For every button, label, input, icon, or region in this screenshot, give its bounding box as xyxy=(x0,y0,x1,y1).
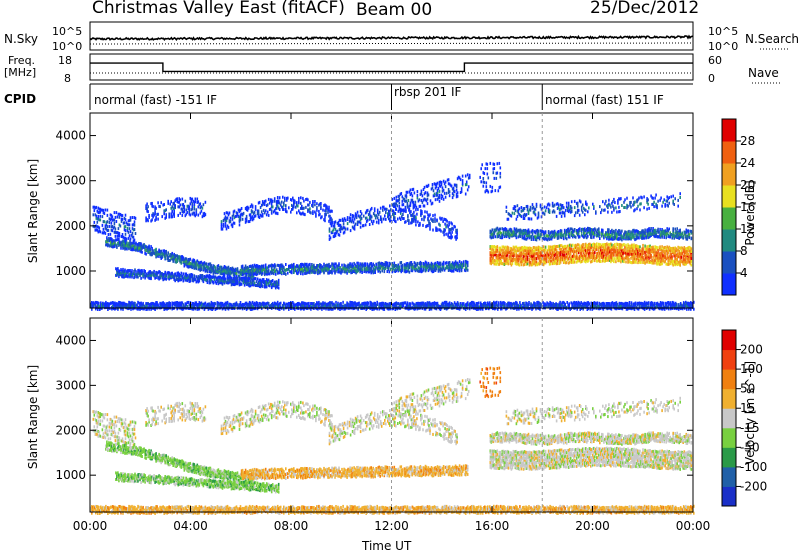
power-colorbar-swatch-0 xyxy=(722,273,736,296)
power-colorbar-tick-label-4: 20 xyxy=(740,178,755,192)
power-scatter-group xyxy=(90,161,695,311)
power-colorbar-swatch-7 xyxy=(722,119,736,142)
power-ytick-label-1000: 1000 xyxy=(55,264,86,278)
velocity-colorbar-swatch-3 xyxy=(722,427,736,448)
power-colorbar-swatch-3 xyxy=(722,207,736,230)
freq-series-line xyxy=(90,62,693,73)
power-colorbar-tick-label-3: 16 xyxy=(740,200,755,214)
velocity-colorbar-tick-label-0: 200 xyxy=(740,343,763,357)
beam-label: Beam 00 xyxy=(356,2,432,19)
velocity-colorbar-tick-label-3: 15 xyxy=(740,401,755,415)
velocity-colorbar-tick-label-7: -200 xyxy=(740,479,767,493)
power-colorbar-swatch-6 xyxy=(722,141,736,164)
velocity-colorbar-tick-label-4: -15 xyxy=(740,421,760,435)
power-colorbar-tick-label-1: 8 xyxy=(740,244,748,258)
x-tick-label-6: 00:00 xyxy=(676,519,711,533)
velocity-ytick-label-4000: 4000 xyxy=(55,333,86,347)
date-label: 25/Dec/2012 xyxy=(590,0,699,17)
power-ytick-label-3000: 3000 xyxy=(55,174,86,188)
freq-tick-bottom: 8 xyxy=(64,73,71,84)
power-colorbar-tick-label-2: 12 xyxy=(740,222,755,236)
power-colorbar-swatch-5 xyxy=(722,163,736,186)
nave-label: Nave xyxy=(748,67,779,79)
power-colorbar-swatch-2 xyxy=(722,229,736,252)
cpid-label: CPID xyxy=(4,93,36,105)
freq-unit-label: [MHz] xyxy=(4,67,36,78)
x-tick-label-5: 20:00 xyxy=(575,519,610,533)
power-colorbar-tick-label-6: 28 xyxy=(740,134,755,148)
nsky-tick-top: 10^5 xyxy=(52,26,82,37)
power-colorbar-swatch-1 xyxy=(722,251,736,274)
velocity-colorbar-swatch-4 xyxy=(722,408,736,429)
nave-tick-top: 60 xyxy=(708,55,722,66)
velocity-colorbar-tick-label-5: -50 xyxy=(740,440,760,454)
power-ytick-label-2000: 2000 xyxy=(55,219,86,233)
velocity-colorbar-swatch-2 xyxy=(722,447,736,468)
x-tick-label-2: 08:00 xyxy=(274,519,309,533)
velocity-colorbar-swatch-0 xyxy=(722,486,736,507)
velocity-ytick-label-2000: 2000 xyxy=(55,423,86,437)
velocity-colorbar-swatch-5 xyxy=(722,388,736,409)
noise-panel-frame xyxy=(89,21,694,51)
nsearch-label: N.Search xyxy=(745,33,799,45)
velocity-colorbar-frame xyxy=(721,329,737,507)
velocity-colorbar-swatch-7 xyxy=(722,349,736,370)
power-ytick-label-4000: 4000 xyxy=(55,129,86,143)
cpid-segment-3: normal (fast) 151 IF xyxy=(545,94,664,106)
x-tick-label-0: 00:00 xyxy=(73,519,108,533)
nsearch-tick-bottom: 10^0 xyxy=(708,41,738,52)
nsearch-series-line xyxy=(89,42,694,45)
velocity-colorbar-swatch-8 xyxy=(722,330,736,351)
velocity-colorbar-swatch-1 xyxy=(722,466,736,487)
cpid-segment-1: normal (fast) -151 IF xyxy=(94,94,217,106)
chart-title: Christmas Valley East (fitACF) xyxy=(92,0,345,17)
freq-panel-frame xyxy=(89,53,694,81)
velocity-colorbar-swatch-6 xyxy=(722,369,736,390)
x-tick-label-3: 12:00 xyxy=(374,519,409,533)
nsky-label: N.Sky xyxy=(4,33,38,45)
nave-tick-bottom: 0 xyxy=(708,73,715,84)
freq-tick-top: 18 xyxy=(58,55,72,66)
nsky-series-line xyxy=(89,34,694,41)
x-tick-label-1: 04:00 xyxy=(173,519,208,533)
power-colorbar-swatch-4 xyxy=(722,185,736,208)
velocity-colorbar-tick-label-2: 50 xyxy=(740,382,755,396)
x-axis-label: Time UT xyxy=(362,540,411,552)
velocity-colorbar-tick-label-1: 100 xyxy=(740,362,763,376)
power-colorbar-tick-label-0: 4 xyxy=(740,266,748,280)
velocity-ytick-label-1000: 1000 xyxy=(55,468,86,482)
velocity-colorbar-tick-label-6: -100 xyxy=(740,460,767,474)
x-tick-label-4: 16:00 xyxy=(475,519,510,533)
freq-label: Freq. xyxy=(8,55,35,66)
velocity-ytick-label-3000: 3000 xyxy=(55,378,86,392)
nsearch-tick-top: 10^5 xyxy=(708,26,738,37)
power-colorbar-tick-label-5: 24 xyxy=(740,156,755,170)
cpid-segment-2: rbsp 201 IF xyxy=(394,86,461,98)
velocity-scatter-group xyxy=(90,366,695,515)
nsky-tick-bottom: 10^0 xyxy=(52,41,82,52)
